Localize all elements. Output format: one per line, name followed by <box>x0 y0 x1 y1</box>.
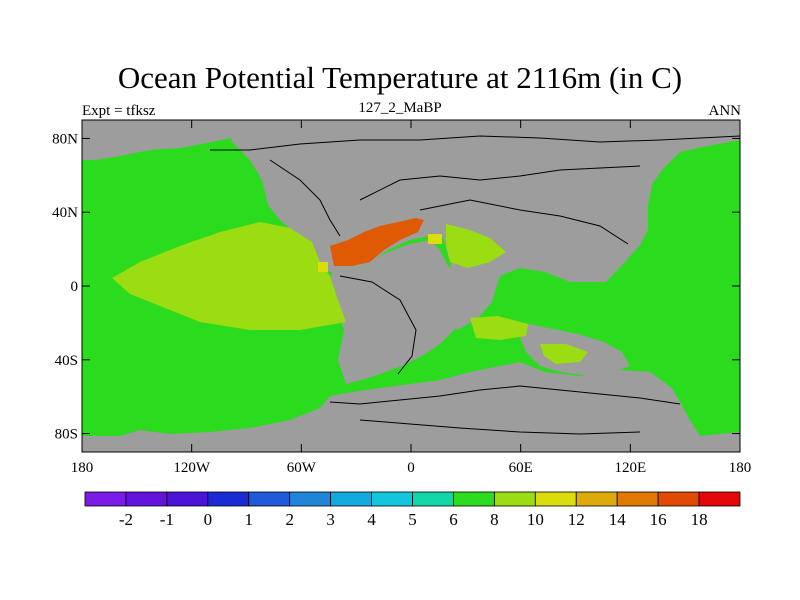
colorbar-label: -1 <box>160 510 174 529</box>
colorbar-swatch <box>207 491 250 507</box>
colorbar-swatch <box>125 491 168 507</box>
colorbar-label: 3 <box>326 510 335 529</box>
x-tick-label: 180 <box>71 460 94 476</box>
pacific-warm-tongue <box>112 222 346 330</box>
colorbar-label: 18 <box>691 510 708 529</box>
colorbar-swatch <box>534 491 577 507</box>
colorbar-swatch <box>575 491 618 507</box>
colorbar-swatch <box>493 491 536 507</box>
coastline-north <box>210 135 740 151</box>
colorbar-label: 10 <box>527 510 544 529</box>
colorbar-swatch <box>166 491 209 507</box>
colorbar-swatch <box>84 491 127 507</box>
colorbar-label: 1 <box>245 510 254 529</box>
coastline-north-2 <box>269 159 341 237</box>
indian-warm-patch-south <box>470 316 528 340</box>
season-label: ANN <box>708 103 742 119</box>
land-africa-samerica <box>326 240 470 384</box>
colorbar-label: 16 <box>650 510 667 529</box>
colorbar-swatch <box>371 491 413 507</box>
colorbar-swatch <box>657 491 700 507</box>
colorbar-label: 5 <box>408 510 417 529</box>
colorbar-swatch <box>412 491 454 507</box>
age-label: 127_2_MaBP <box>358 100 442 116</box>
axis-ticks: 180 120W 60W 0 60E 120E 180 80N 40N 0 40S 80S <box>52 120 751 476</box>
land-eurasia <box>228 120 740 330</box>
experiment-label: Expt = tfksz <box>82 103 156 119</box>
colorbar-swatch <box>248 491 291 507</box>
colorbar-swatch <box>616 491 659 507</box>
yellow-edge-east <box>428 234 442 244</box>
y-tick-label: 80N <box>52 131 78 147</box>
y-tick-label: 40N <box>52 205 78 221</box>
land-arctic <box>82 120 240 160</box>
mediterranean-hot <box>330 218 424 266</box>
indian-warm-patch-north <box>446 224 506 268</box>
x-tick-label: 180 <box>729 460 752 476</box>
y-tick-label: 0 <box>71 279 79 295</box>
coastline-eurasia-1 <box>359 165 641 201</box>
colorbar-label: 2 <box>285 510 294 529</box>
y-tick-label: 80S <box>55 427 78 443</box>
coastlines <box>210 135 740 435</box>
colorbar-label: 0 <box>204 510 213 529</box>
x-tick-label: 0 <box>407 460 415 476</box>
south-warm-patch <box>540 344 588 364</box>
map-field <box>82 120 740 452</box>
x-tick-label: 60W <box>287 460 317 476</box>
x-tick-label: 120W <box>173 460 211 476</box>
colorbar-label: 8 <box>490 510 499 529</box>
colorbar-label: 12 <box>568 510 585 529</box>
colorbar-swatch <box>289 491 332 507</box>
colorbar-label: 6 <box>449 510 458 529</box>
colorbar-swatch <box>330 491 372 507</box>
y-tick-label: 40S <box>55 353 78 369</box>
colorbar-label: -2 <box>119 510 133 529</box>
colorbar-label: 4 <box>367 510 376 529</box>
x-tick-label: 120E <box>614 460 646 476</box>
coastline-antarctica <box>329 385 681 405</box>
colorbar-swatch <box>453 491 495 507</box>
land-antarctica <box>82 362 740 452</box>
coastline-eurasia-2 <box>419 199 629 245</box>
colorbar-label: 14 <box>609 510 627 529</box>
colorbar: -2 -1 0 1 2 3 4 5 6 8 10 12 14 16 18 <box>84 491 741 529</box>
colorbar-swatch <box>698 491 741 507</box>
coastline-africa-samerica <box>339 275 417 375</box>
x-tick-label: 60E <box>509 460 533 476</box>
yellow-edge-west <box>318 262 328 272</box>
coastline-antarctica-2 <box>359 419 641 435</box>
plot-title: Ocean Potential Temperature at 2116m (in… <box>117 60 683 95</box>
